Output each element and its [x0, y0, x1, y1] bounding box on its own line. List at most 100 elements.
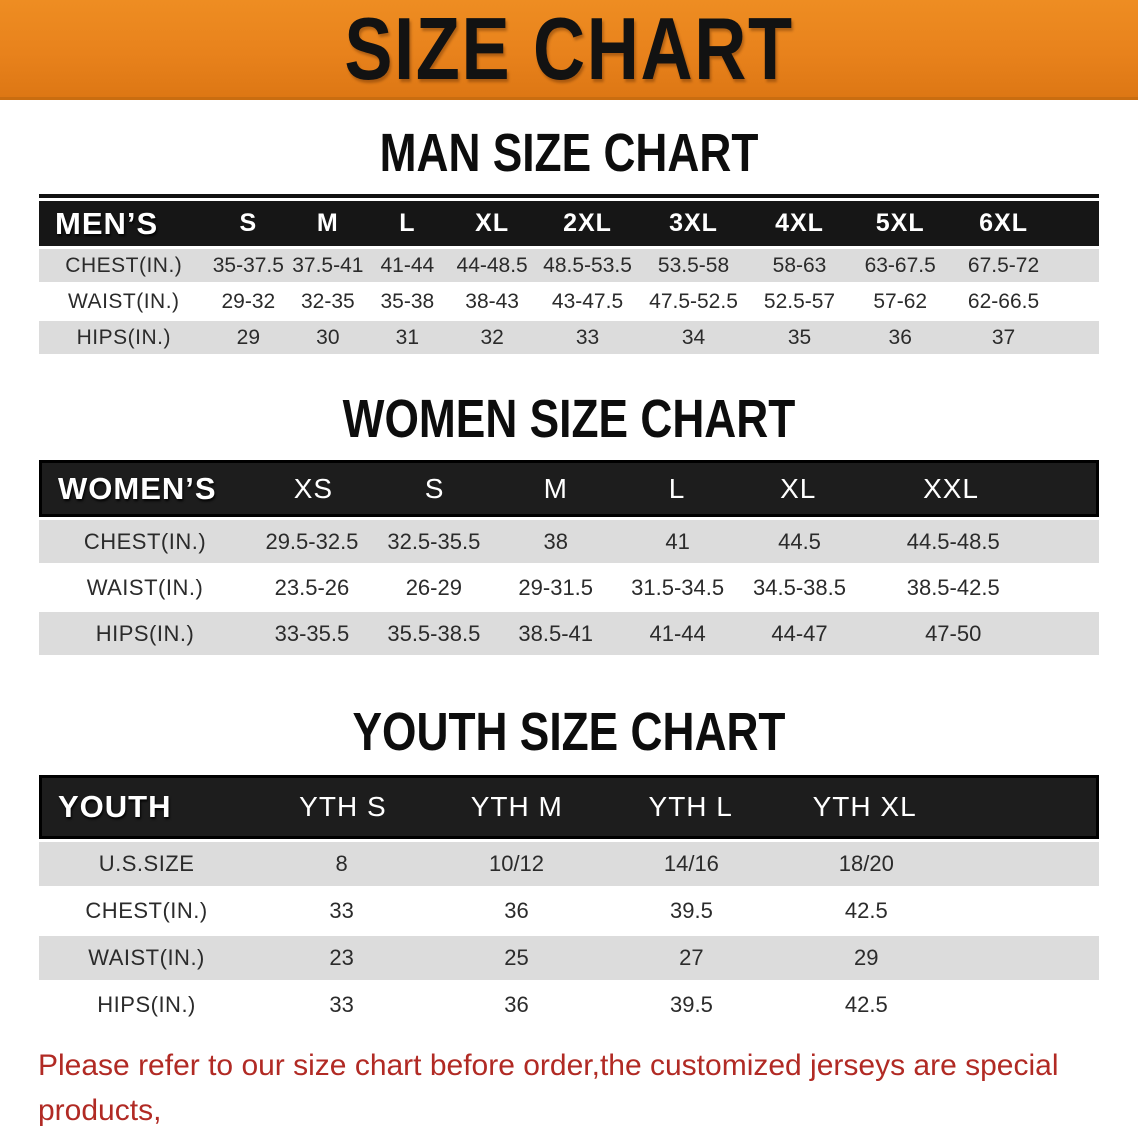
men-size-header-cell: L	[399, 209, 416, 237]
row-label-cell: U.S.SIZE	[98, 851, 195, 876]
value-cell: 31	[395, 325, 420, 349]
youth-table-row: CHEST(IN.) 33 36 39.5 42.5	[39, 889, 1099, 933]
value-cell: 36	[888, 325, 912, 349]
men-size-header-cell: S	[239, 209, 258, 237]
value-cell: 33	[329, 898, 354, 923]
value-cell: 39.5	[669, 992, 713, 1017]
youth-size-header-cell: YTH S	[299, 791, 387, 822]
men-table-header-row: MEN’S S M L XL 2XL 3XL 4XL 5XL 6XL	[39, 201, 1099, 246]
value-cell: 29	[854, 945, 879, 970]
value-cell: 32-35	[300, 289, 355, 313]
value-cell: 18/20	[838, 851, 894, 876]
men-size-header-cell: 2XL	[563, 209, 612, 237]
size-chart-body: MAN SIZE CHART MEN’S S M L XL 2XL 3XL 4XL 5XL 6XL…	[0, 126, 1138, 1132]
value-cell: 44-47	[771, 620, 828, 646]
value-cell: 67.5-72	[967, 253, 1040, 277]
women-size-table: WOMEN’S XS S M L XL XXL CHEST(IN.) 29.5-32.5 32.5…	[39, 460, 1099, 655]
women-table-header-row: WOMEN’S XS S M L XL XXL	[39, 460, 1099, 517]
value-cell: 35-37.5	[212, 253, 284, 277]
row-label-cell: WAIST(IN.)	[68, 289, 180, 313]
value-cell: 32	[480, 325, 504, 349]
women-size-header-cell: S	[424, 472, 445, 504]
row-label-cell: CHEST(IN.)	[83, 528, 207, 554]
value-cell: 57-62	[873, 289, 928, 313]
men-size-header-cell: 3XL	[669, 209, 718, 237]
value-cell: 33	[329, 992, 354, 1017]
youth-section-heading: YOUTH SIZE CHART	[352, 702, 786, 762]
value-cell: 42.5	[844, 898, 888, 923]
men-section: MAN SIZE CHART MEN’S S M L XL 2XL 3XL 4XL 5XL 6XL…	[0, 126, 1138, 354]
value-cell: 29.5-32.5	[265, 528, 359, 554]
page-title: SIZE CHART	[344, 0, 794, 98]
men-size-header-cell: 5XL	[875, 209, 925, 237]
value-cell: 23.5-26	[274, 574, 350, 600]
value-cell: 53.5-58	[657, 253, 730, 277]
men-size-table: MEN’S S M L XL 2XL 3XL 4XL 5XL 6XL CHEST(IN.) 35-37…	[39, 194, 1099, 354]
value-cell: 8	[335, 851, 348, 876]
row-label-cell: WAIST(IN.)	[86, 574, 204, 600]
value-cell: 30	[316, 325, 340, 349]
value-cell: 14/16	[663, 851, 719, 876]
value-cell: 47-50	[925, 620, 982, 646]
men-table-row: HIPS(IN.) 29 30 31 32 33 34 35 36 37	[39, 321, 1099, 354]
women-table-row: CHEST(IN.) 29.5-32.5 32.5-35.5 38 41 44.5 44.5…	[39, 520, 1099, 563]
youth-size-table: YOUTH YTH S YTH M YTH L YTH XL U.S.SIZE 8 10/12…	[39, 775, 1099, 1027]
disclaimer-line-1: Please refer to our size chart before or…	[38, 1049, 1059, 1127]
men-table-row: CHEST(IN.) 35-37.5 37.5-41 41-44 44-48.5 48.5…	[39, 249, 1099, 282]
youth-table-row: HIPS(IN.) 33 36 39.5 42.5	[39, 983, 1099, 1027]
youth-table-title-cell: YOUTH	[58, 789, 172, 824]
value-cell: 43-47.5	[551, 289, 624, 313]
women-table-title-cell: WOMEN’S	[58, 470, 217, 506]
row-label-cell: CHEST(IN.)	[85, 898, 208, 923]
value-cell: 35	[787, 325, 812, 349]
value-cell: 38-43	[465, 289, 519, 313]
value-cell: 33	[575, 325, 600, 349]
size-chart-banner: SIZE CHART	[0, 0, 1138, 100]
value-cell: 38.5-42.5	[906, 574, 1000, 600]
men-size-header-cell: M	[316, 209, 339, 237]
value-cell: 34.5-38.5	[753, 574, 846, 600]
youth-size-header-cell: YTH XL	[812, 791, 917, 822]
value-cell: 27	[679, 945, 704, 970]
women-table-row: HIPS(IN.) 33-35.5 35.5-38.5 38.5-41 41-44 44-…	[39, 612, 1099, 655]
value-cell: 37	[991, 325, 1016, 349]
value-cell: 52.5-57	[763, 289, 836, 313]
men-size-header-cell: 4XL	[775, 209, 824, 237]
value-cell: 34	[681, 325, 706, 349]
men-size-header-cell: XL	[475, 209, 510, 237]
value-cell: 29-31.5	[518, 574, 594, 600]
value-cell: 63-67.5	[864, 253, 936, 277]
value-cell: 62-66.5	[967, 289, 1040, 313]
value-cell: 26-29	[405, 574, 462, 600]
value-cell: 33-35.5	[274, 620, 350, 646]
order-disclaimer-note: Please refer to our size chart before or…	[0, 1043, 1138, 1132]
value-cell: 39.5	[669, 898, 713, 923]
value-cell: 35-38	[380, 289, 435, 313]
value-cell: 32.5-35.5	[387, 528, 481, 554]
men-table-row: WAIST(IN.) 29-32 32-35 35-38 38-43 43-47.5 47.…	[39, 285, 1099, 318]
row-label-cell: HIPS(IN.)	[97, 992, 196, 1017]
value-cell: 44.5-48.5	[906, 528, 1000, 554]
women-table-row: WAIST(IN.) 23.5-26 26-29 29-31.5 31.5-34.5 34…	[39, 566, 1099, 609]
women-size-header-cell: L	[668, 472, 686, 504]
value-cell: 38.5-41	[518, 620, 594, 646]
women-section: WOMEN SIZE CHART WOMEN’S XS S M L XL XXL CHEST(…	[0, 392, 1138, 655]
women-size-header-cell: XXL	[923, 472, 979, 504]
row-label-cell: CHEST(IN.)	[65, 253, 183, 277]
men-table-title-cell: MEN’S	[55, 205, 159, 241]
women-size-header-cell: M	[543, 472, 568, 504]
row-label-cell: HIPS(IN.)	[76, 325, 171, 349]
women-section-heading: WOMEN SIZE CHART	[342, 389, 796, 449]
value-cell: 31.5-34.5	[631, 574, 725, 600]
value-cell: 29-32	[221, 289, 276, 313]
women-size-header-cell: XL	[780, 472, 817, 504]
value-cell: 36	[504, 898, 529, 923]
value-cell: 35.5-38.5	[387, 620, 481, 646]
value-cell: 58-63	[772, 253, 827, 277]
value-cell: 41	[665, 528, 690, 554]
value-cell: 23	[329, 945, 354, 970]
men-size-header-cell: 6XL	[979, 209, 1028, 237]
youth-size-header-cell: YTH M	[470, 791, 563, 822]
value-cell: 44-48.5	[456, 253, 528, 277]
youth-size-header-cell: YTH L	[648, 791, 733, 822]
